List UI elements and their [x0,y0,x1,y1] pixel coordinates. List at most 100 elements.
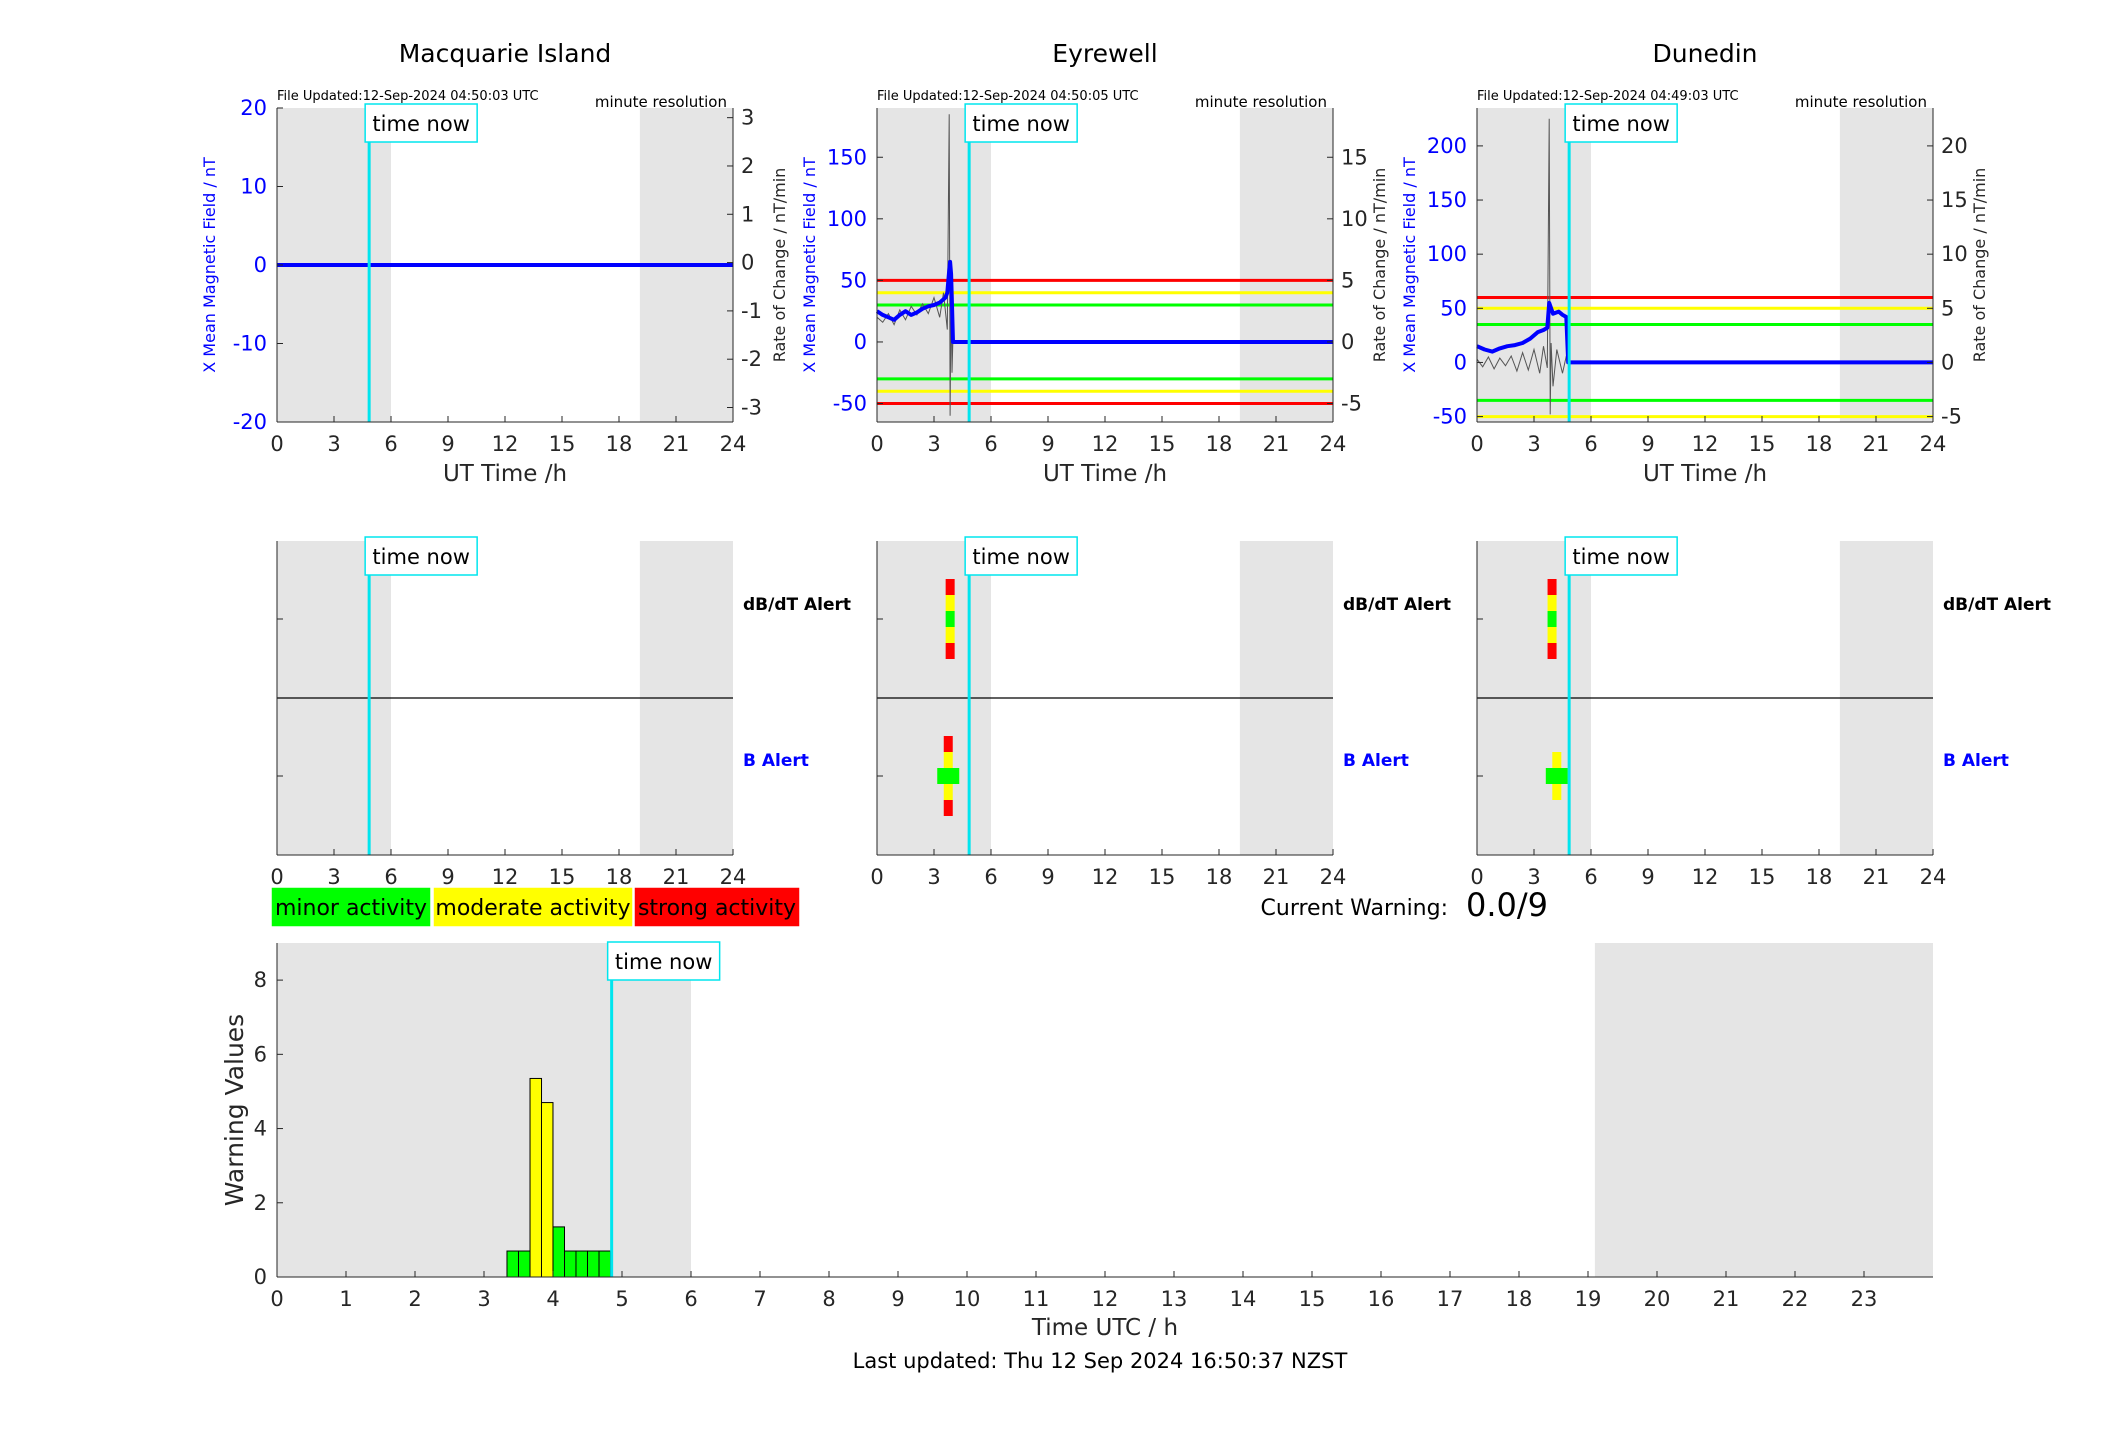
station-title: Macquarie Island [399,39,612,68]
x-tick-label: 3 [327,865,340,889]
y-right-tick-label: 10 [1941,242,1968,266]
time-now-box [964,536,1078,576]
x-tick-label: 10 [954,1287,981,1311]
x-tick-label: 9 [1041,432,1054,456]
y-right-tick-label: 3 [741,106,754,130]
x-tick-label: 0 [870,865,883,889]
x-tick-label: 9 [1641,865,1654,889]
y-right-tick-label: 5 [1341,268,1354,292]
night-shade [1594,943,1933,1277]
x-tick-label: 24 [1920,432,1947,456]
x-tick-label: 3 [1527,865,1540,889]
y-right-axis-label: Rate of Change / nT/min [1370,168,1389,363]
y-right-tick-label: -1 [741,299,762,323]
x-tick-label: 6 [384,432,397,456]
time-now-label: time now [1572,112,1669,136]
legend-label-moderate: moderate activity [435,896,630,921]
x-tick-label: 17 [1437,1287,1464,1311]
night-shade [1477,108,1591,422]
b-alert-segment-moderate [1552,784,1562,800]
x-tick-label: 14 [1230,1287,1257,1311]
warning-bar [587,1250,600,1278]
legend-label-minor: minor activity [275,896,427,921]
y-right-tick-label: -3 [741,396,762,420]
time-now-label: time now [615,950,712,974]
time-now-label: time now [972,112,1069,136]
x-tick-label: 21 [663,865,690,889]
x-axis-label: UT Time /h [1043,461,1167,487]
x-tick-label: 7 [753,1287,766,1311]
y-tick-label: 4 [254,1117,267,1141]
x-tick-label: 21 [1863,865,1890,889]
y-tick-label: -50 [1433,405,1467,429]
x-tick-label: 6 [684,1287,697,1311]
y-axis-label: Warning Values [220,1014,249,1206]
x-axis-label: Time UTC / h [1031,1315,1178,1341]
x-tick-label: 3 [327,432,340,456]
x-tick-label: 8 [822,1287,835,1311]
b-alert-segment-moderate [943,752,953,768]
file-updated: File Updated:12-Sep-2024 04:50:05 UTC [877,89,1139,104]
resolution-label: minute resolution [1795,93,1927,111]
y-right-tick-label: 0 [1341,330,1354,354]
x-tick-label: 6 [1584,865,1597,889]
x-tick-label: 12 [1092,432,1119,456]
x-tick-label: 0 [270,432,283,456]
dbdt-alert-segment-strong [945,579,955,595]
x-tick-label: 21 [1263,432,1290,456]
alert-plot-macquarie: time now 0 3 6 9 12 15 18 21 24 dB/dT Alert B Alert [270,536,851,889]
x-tick-label: 11 [1023,1287,1050,1311]
y-right-axis-label: Rate of Change / nT/min [770,168,789,363]
y-axis-label: X Mean Magnetic Field / nT [1400,157,1419,373]
x-tick-label: 0 [870,432,883,456]
x-tick-label: 12 [1692,432,1719,456]
legend-label-strong: strong activity [638,896,796,921]
x-tick-label: 15 [1749,432,1776,456]
dbdt-alert-label: dB/dT Alert [743,595,851,615]
y-right-axis-label: Rate of Change / nT/min [1970,168,1989,363]
x-axis-label: UT Time /h [1643,461,1767,487]
b-alert-segment-moderate [943,784,953,800]
x-tick-label: 18 [606,432,633,456]
y-tick-label: 0 [254,1265,267,1289]
x-tick-label: 6 [984,865,997,889]
dbdt-alert-segment-moderate [1547,595,1557,611]
x-tick-label: 0 [1470,865,1483,889]
y-axis-label: X Mean Magnetic Field / nT [200,157,219,373]
x-tick-label: 12 [1692,865,1719,889]
y-tick-label: 0 [1454,350,1467,374]
y-axis-label: X Mean Magnetic Field / nT [800,157,819,373]
x-tick-label: 23 [1851,1287,1878,1311]
legend-swatch-minor [270,886,432,928]
x-tick-label: 12 [492,865,519,889]
x-tick-label: 24 [1320,432,1347,456]
x-tick-label: 18 [1806,432,1833,456]
x-tick-label: 13 [1161,1287,1188,1311]
y-right-tick-label: 1 [741,202,754,226]
x-tick-label: 24 [720,865,747,889]
dbdt-alert-label: dB/dT Alert [1343,595,1451,615]
y-tick-label: 8 [254,968,267,992]
warning-bar [575,1250,588,1278]
dbdt-alert-segment-strong [1547,579,1557,595]
y-tick-label: 150 [827,145,867,169]
x-tick-label: 3 [1527,432,1540,456]
night-shade [277,943,691,1277]
x-tick-label: 6 [1584,432,1597,456]
y-tick-label: 0 [854,330,867,354]
b-alert-segment-minor [937,768,960,784]
y-right-tick-label: 15 [1941,188,1968,212]
current-warning-value: 0.0/9 [1466,886,1548,924]
x-tick-label: 20 [1644,1287,1671,1311]
y-tick-label: 200 [1427,134,1467,158]
file-updated: File Updated:12-Sep-2024 04:50:03 UTC [277,89,539,104]
night-shade [877,108,991,422]
file-updated: File Updated:12-Sep-2024 04:49:03 UTC [1477,89,1739,104]
station-plot-macquarie: Macquarie Island File Updated:12-Sep-2024… [200,39,789,487]
alert-plot-eyrewell: time now 0 3 6 9 12 15 18 21 24 dB/dT Alert B Alert [870,536,1451,889]
y-tick-label: 0 [254,253,267,277]
y-right-tick-label: 10 [1341,207,1368,231]
x-field-trace [875,259,1333,344]
x-tick-label: 3 [927,865,940,889]
